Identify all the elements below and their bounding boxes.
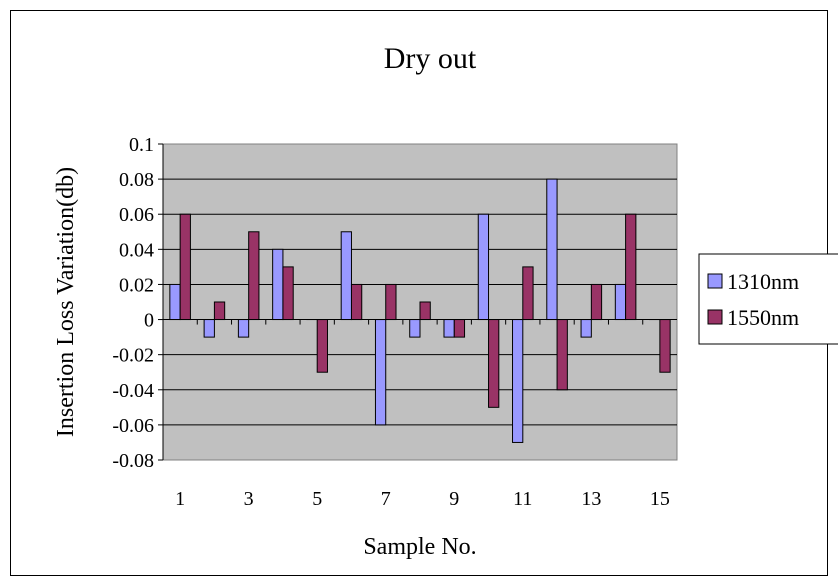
y-tick-label: -0.06 [112, 415, 154, 437]
legend-swatch-1550nm [707, 309, 723, 325]
bar-1550nm-8 [419, 301, 431, 321]
bar-1310nm-4 [272, 248, 284, 321]
x-axis-label: Sample No. [363, 534, 476, 560]
bar-1310nm-3 [237, 319, 250, 338]
x-tick-label: 9 [449, 488, 459, 510]
legend-label-1310nm: 1310nm [727, 269, 799, 294]
bar-1310nm-13 [580, 319, 592, 338]
x-tick-label: 7 [381, 488, 391, 510]
bar-1550nm-15 [659, 319, 671, 373]
bars [169, 178, 671, 443]
bar-1310nm-2 [203, 319, 215, 338]
bar-1310nm-7 [374, 319, 387, 426]
bar-1550nm-10 [488, 319, 500, 408]
y-tick-label: -0.08 [112, 450, 154, 472]
y-tick-label: 0.1 [129, 134, 154, 156]
bar-1550nm-9 [453, 319, 466, 338]
x-tick-label: 11 [513, 488, 532, 510]
bar-1310nm-11 [512, 319, 524, 443]
bar-1550nm-13 [590, 283, 603, 321]
bar-1550nm-6 [350, 283, 363, 321]
chart-title: Dry out [384, 42, 477, 75]
bar-1550nm-1 [179, 213, 191, 321]
y-tick-label: 0.04 [119, 239, 154, 261]
y-tick-label: -0.04 [112, 380, 154, 402]
y-tick-label: 0.02 [119, 274, 154, 296]
bar-1310nm-1 [169, 283, 181, 321]
y-tick-label: 0.06 [119, 204, 154, 226]
bar-1550nm-3 [248, 231, 260, 321]
bar-1550nm-7 [385, 283, 397, 321]
x-tick-label: 15 [650, 488, 670, 510]
x-tick-label: 1 [175, 488, 185, 510]
x-tick-label: 13 [581, 488, 601, 510]
x-tick-label: 3 [244, 488, 254, 510]
bar-1310nm-10 [477, 213, 490, 321]
y-tick-label: 0.08 [119, 169, 154, 191]
bar-1550nm-4 [282, 266, 294, 321]
bar-1550nm-5 [316, 319, 328, 373]
x-tick-label: 5 [312, 488, 322, 510]
bar-1310nm-8 [409, 319, 421, 338]
y-tick-label: -0.02 [112, 345, 154, 367]
y-tick-label: 0 [144, 310, 154, 332]
y-axis-label: Insertion Loss Variation(db) [53, 167, 79, 437]
bar-1550nm-12 [556, 319, 568, 391]
legend: 1310nm 1550nm [698, 253, 838, 345]
bar-1310nm-14 [614, 283, 627, 321]
bar-1310nm-9 [443, 319, 455, 338]
legend-swatch-1310nm [707, 273, 723, 289]
bar-1550nm-2 [213, 301, 226, 321]
bar-1310nm-6 [340, 231, 352, 321]
bar-1550nm-11 [522, 266, 534, 321]
bar-1550nm-14 [625, 213, 637, 321]
y-tick-labels: 0.1 0.08 0.06 0.04 0.02 0 -0.02 -0.04 -0.06 -0.08 [112, 134, 163, 472]
legend-label-1550nm: 1550nm [727, 305, 799, 330]
bar-1310nm-12 [546, 178, 558, 321]
legend-box [698, 253, 838, 345]
x-tick-labels: 1 3 5 7 9 11 13 15 [162, 319, 670, 510]
